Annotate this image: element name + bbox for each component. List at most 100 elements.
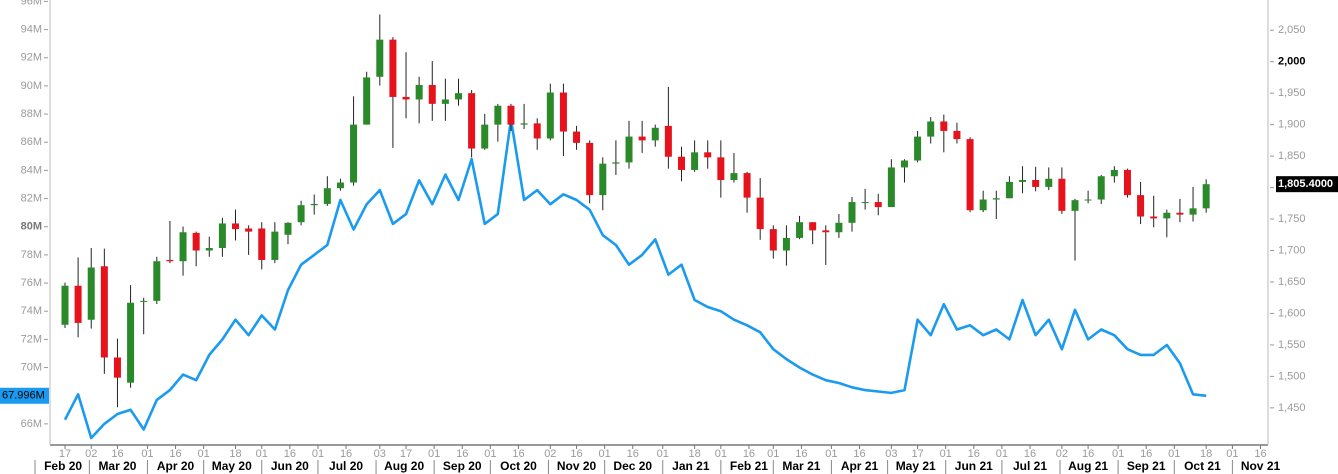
candle-body xyxy=(468,93,476,149)
candle-body xyxy=(861,202,869,204)
month-label: Apr 21 xyxy=(841,459,879,473)
candle-body xyxy=(454,93,462,100)
candle-body xyxy=(1019,180,1027,182)
candle-body xyxy=(809,222,817,231)
x-tick-label: 01 xyxy=(256,448,268,460)
y2-tick-label: 2,050 xyxy=(1278,24,1306,36)
x-tick-label: 01 xyxy=(198,448,210,460)
candle-body xyxy=(113,357,121,378)
candle-body xyxy=(900,160,908,168)
x-tick-label: 18 xyxy=(688,448,700,460)
candle-body xyxy=(74,285,82,323)
candle-body xyxy=(1110,169,1118,177)
x-tick-label: 01 xyxy=(428,448,440,460)
line-series xyxy=(63,118,1207,440)
x-tick-label: 01 xyxy=(825,448,837,460)
month-label: Feb 21 xyxy=(730,459,768,473)
candle-body xyxy=(730,173,738,181)
x-tick-label: 16 xyxy=(627,448,639,460)
y-tick-label: 80M xyxy=(21,221,42,233)
candle-body xyxy=(258,228,266,260)
candle-body xyxy=(717,157,725,181)
x-tick-label: 01 xyxy=(599,448,611,460)
x-tick-label: 01 xyxy=(767,448,779,460)
x-tick-label: 16 xyxy=(284,448,296,460)
candle-body xyxy=(848,202,856,223)
last-value-label: 67.996M xyxy=(2,390,45,402)
candle-body xyxy=(704,152,712,158)
x-tick-label: 01 xyxy=(715,448,727,460)
last-value-box xyxy=(0,387,49,404)
y-tick-label: 86M xyxy=(21,136,42,148)
y-tick-label: 74M xyxy=(21,305,42,317)
x-tick-label: 17 xyxy=(59,448,71,460)
candle-body xyxy=(1176,212,1184,215)
candle-body xyxy=(586,142,594,196)
candle-body xyxy=(559,92,567,132)
month-label: Mar 20 xyxy=(98,459,136,473)
candle-body xyxy=(310,203,318,206)
x-tick-label: 16 xyxy=(968,448,980,460)
x-tick-label: 02 xyxy=(544,448,556,460)
candle-body xyxy=(323,188,331,204)
candle-body xyxy=(1123,169,1131,196)
month-label: Apr 20 xyxy=(157,459,195,473)
x-tick-label: 16 xyxy=(512,448,524,460)
y-tick-label: 92M xyxy=(21,52,42,64)
candle-body xyxy=(796,222,804,238)
candle-body xyxy=(61,285,69,325)
month-label: Jan 21 xyxy=(672,459,710,473)
candle-body xyxy=(428,84,436,104)
candle-body xyxy=(1071,200,1079,211)
month-label: Jul 20 xyxy=(329,459,363,473)
month-label: Jun 20 xyxy=(271,459,309,473)
candle-body xyxy=(1189,208,1197,215)
candle-body xyxy=(638,136,646,141)
candle-body xyxy=(927,121,935,137)
y2-tick-label: 1,450 xyxy=(1278,402,1306,414)
candle-body xyxy=(297,205,305,223)
month-label: Oct 20 xyxy=(500,459,537,473)
candle-body xyxy=(612,162,620,164)
candle-body xyxy=(1137,195,1145,217)
month-label: Feb 20 xyxy=(44,459,82,473)
candle-body xyxy=(769,229,777,251)
month-label: Aug 20 xyxy=(384,459,424,473)
x-tick-label: 16 xyxy=(853,448,865,460)
candle-body xyxy=(953,130,961,140)
x-tick-label: 01 xyxy=(1112,448,1124,460)
candle-body xyxy=(140,300,148,302)
y-tick-label: 94M xyxy=(21,23,42,35)
y-tick-label: 82M xyxy=(21,192,42,204)
candle-body xyxy=(966,139,974,211)
candle-body xyxy=(402,96,410,100)
candle-body xyxy=(179,232,187,262)
candle-body xyxy=(625,136,633,163)
y2-tick-label: 1,950 xyxy=(1278,87,1306,99)
y-tick-label: 70M xyxy=(21,361,42,373)
candle-body xyxy=(1058,178,1066,211)
y-tick-label: 90M xyxy=(21,80,42,92)
candle-body xyxy=(245,228,253,232)
x-tick-label: 03 xyxy=(374,448,386,460)
candle-body xyxy=(153,261,161,301)
candle-body xyxy=(874,202,882,208)
candle-body xyxy=(756,197,764,230)
month-label: Nov 21 xyxy=(1241,459,1281,473)
candle-body xyxy=(232,223,240,230)
x-tick-label: 01 xyxy=(312,448,324,460)
y-tick-label: 76M xyxy=(21,277,42,289)
y-tick-label: 66M xyxy=(21,418,42,430)
x-tick-label: 16 xyxy=(456,448,468,460)
candle-body xyxy=(992,198,1000,200)
candle-body xyxy=(481,124,489,149)
candle-body xyxy=(520,123,528,125)
x-tick-label: 02 xyxy=(85,448,97,460)
month-label: Sep 20 xyxy=(443,459,482,473)
month-label: Sep 21 xyxy=(1127,459,1166,473)
y-tick-label: 72M xyxy=(21,333,42,345)
y2-tick-label: 1,700 xyxy=(1278,244,1306,256)
candle-body xyxy=(1202,184,1210,209)
month-label: Nov 20 xyxy=(557,459,597,473)
